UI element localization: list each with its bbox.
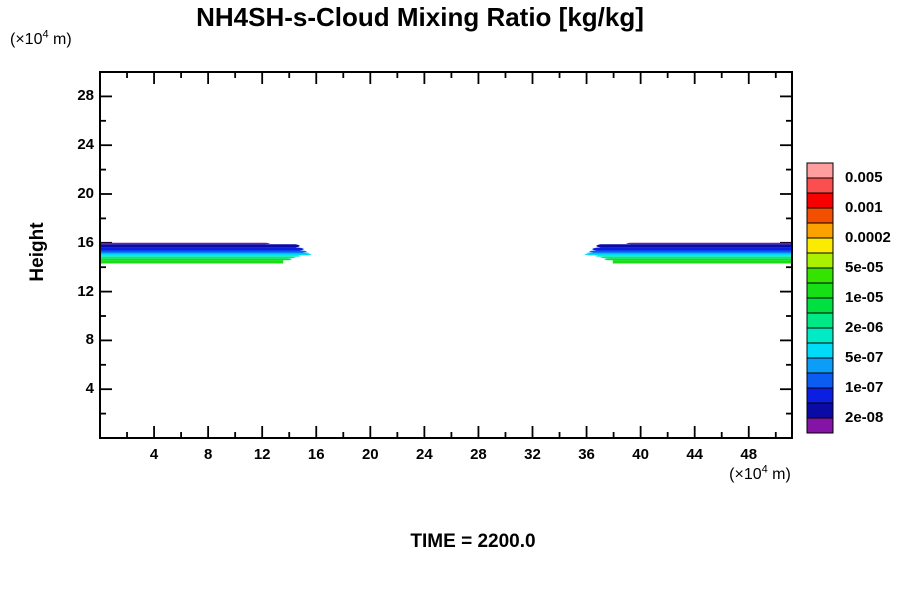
left-cloud-band-layer bbox=[100, 244, 300, 248]
right-cloud-band-layer bbox=[626, 242, 792, 245]
x-tick-label: 20 bbox=[361, 446, 379, 463]
right-cloud-band-layer bbox=[592, 247, 792, 251]
left-cloud-band-layer bbox=[100, 260, 290, 264]
x-tick-label: 4 bbox=[149, 446, 159, 463]
y-tick-label: 12 bbox=[77, 282, 94, 300]
left-cloud-band-layer bbox=[100, 247, 304, 251]
y-axis-unit-suffix: m) bbox=[48, 31, 72, 48]
colorbar-cell bbox=[806, 357, 834, 374]
colorbar-label: 0.0002 bbox=[845, 229, 891, 246]
colorbar-cell bbox=[806, 237, 834, 254]
colorbar-label: 1e-05 bbox=[845, 289, 884, 306]
right-cloud-band-layer bbox=[586, 252, 792, 254]
x-tick-label: 28 bbox=[470, 446, 487, 463]
y-tick-label: 16 bbox=[77, 233, 94, 251]
colorbar-cell bbox=[806, 387, 834, 404]
x-tick-label: 40 bbox=[632, 446, 649, 463]
colorbar-label: 0.001 bbox=[845, 199, 883, 216]
colorbar-label: 5e-05 bbox=[845, 259, 884, 276]
colorbar-cell bbox=[806, 267, 834, 284]
x-tick-label: 16 bbox=[307, 446, 325, 463]
colorbar-cell bbox=[806, 207, 834, 224]
left-cloud-band-layer bbox=[100, 255, 301, 257]
x-tick-label: 32 bbox=[524, 446, 541, 463]
x-tick-label: 44 bbox=[686, 446, 704, 463]
right-cloud-band-layer bbox=[595, 255, 792, 257]
colorbar-label: 0.005 bbox=[845, 169, 883, 186]
right-cloud-band-layer bbox=[589, 250, 792, 253]
colorbar-cell bbox=[806, 312, 834, 329]
time-annotation: TIME = 2200.0 bbox=[410, 531, 536, 552]
colorbar-cell bbox=[806, 222, 834, 239]
colorbar-label: 2e-08 bbox=[845, 409, 884, 426]
y-tick-label: 20 bbox=[77, 185, 94, 202]
colorbar-label: 2e-06 bbox=[845, 319, 884, 336]
colorbar-cell bbox=[806, 252, 834, 269]
y-tick-label: 4 bbox=[85, 380, 94, 398]
left-cloud-band-layer bbox=[100, 250, 307, 253]
colorbar-cell bbox=[806, 372, 834, 389]
y-tick-label: 28 bbox=[77, 87, 94, 105]
y-axis-unit: (×104 m) bbox=[10, 28, 72, 49]
right-cloud-band-layer bbox=[596, 244, 792, 248]
x-tick-label: 24 bbox=[416, 446, 433, 463]
right-cloud-band-layer bbox=[606, 260, 792, 264]
right-cloud-band-layer bbox=[600, 256, 792, 259]
colorbar-cell bbox=[806, 417, 834, 434]
colorbar-cell bbox=[806, 162, 834, 179]
left-cloud-band-layer bbox=[100, 242, 270, 245]
colorbar-cell bbox=[806, 282, 834, 299]
colorbar-cell bbox=[806, 192, 834, 209]
y-axis-unit-exponent: 4 bbox=[42, 28, 49, 41]
right-cloud-band-layer bbox=[604, 258, 792, 261]
plot-frame bbox=[99, 71, 793, 439]
y-tick-label: 24 bbox=[77, 136, 94, 154]
colorbar-label: 1e-07 bbox=[845, 379, 884, 396]
right-cloud-band-layer bbox=[584, 253, 792, 256]
colorbar-label: 5e-07 bbox=[845, 349, 884, 366]
colorbar-cell bbox=[806, 327, 834, 344]
colorbar-cell bbox=[806, 297, 834, 314]
colorbar-cell bbox=[806, 342, 834, 359]
y-axis-unit-prefix: (×10 bbox=[10, 31, 43, 48]
x-axis-unit-exponent: 4 bbox=[761, 463, 768, 476]
chart-title: NH4SH-s-Cloud Mixing Ratio [kg/kg] bbox=[196, 2, 644, 32]
left-cloud-band-layer bbox=[100, 252, 310, 254]
left-cloud-band-layer bbox=[100, 253, 312, 256]
left-cloud-band-layer bbox=[100, 258, 292, 261]
x-tick-label: 12 bbox=[253, 446, 271, 463]
colorbar-cell bbox=[806, 177, 834, 194]
x-axis-unit-prefix: (×10 bbox=[729, 466, 762, 483]
x-tick-label: 48 bbox=[740, 446, 758, 463]
x-axis-unit-suffix: m) bbox=[767, 466, 791, 483]
x-tick-label: 36 bbox=[578, 446, 595, 463]
colorbar-cell bbox=[806, 402, 834, 419]
x-tick-label: 8 bbox=[203, 446, 213, 463]
x-axis-unit: (×104 m) bbox=[705, 463, 815, 484]
left-cloud-band-layer bbox=[100, 256, 296, 259]
y-tick-label: 8 bbox=[85, 331, 94, 349]
